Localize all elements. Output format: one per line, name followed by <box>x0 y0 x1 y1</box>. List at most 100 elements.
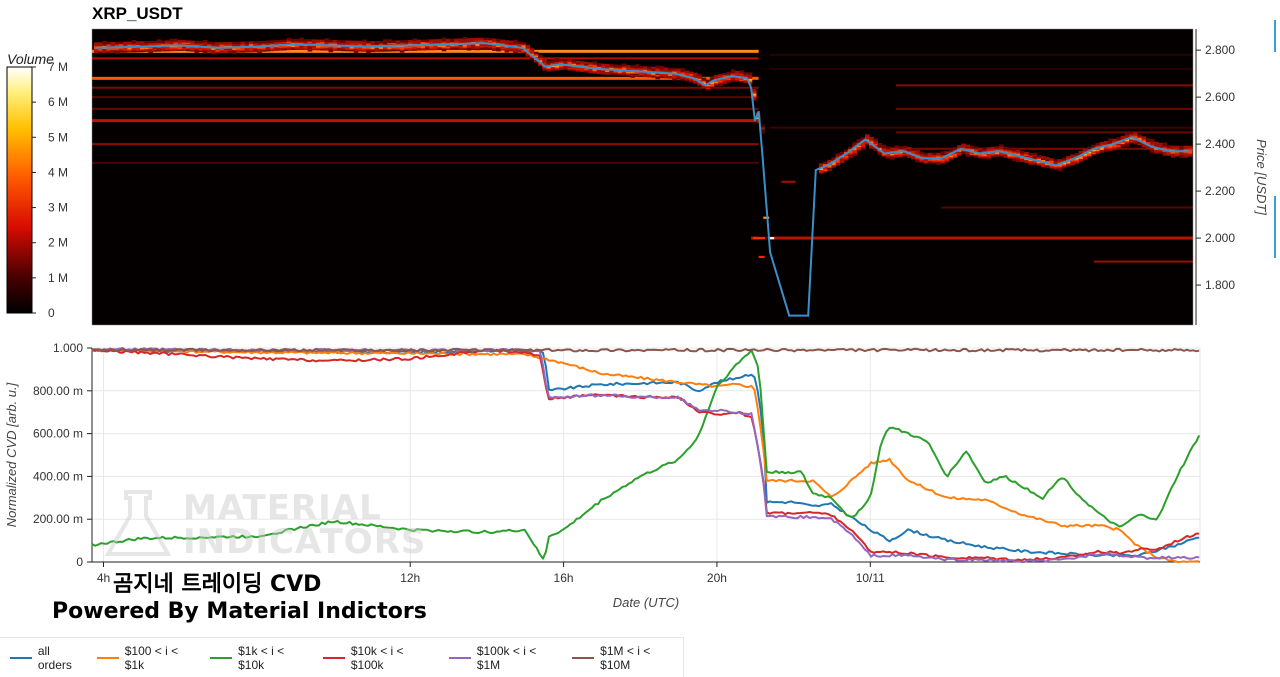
heatmap-cell <box>823 168 828 171</box>
heatmap-cell <box>508 40 514 44</box>
heatmap-cell <box>1145 146 1151 150</box>
heatmap-cell <box>265 49 271 52</box>
heatmap-cell <box>965 154 971 157</box>
heatmap-cell <box>621 64 627 68</box>
heatmap-cell <box>332 41 338 44</box>
heatmap-cell <box>1045 160 1050 163</box>
heatmap-cell <box>253 41 258 44</box>
heatmap-cell <box>596 68 602 72</box>
heatmap-cell <box>1124 134 1130 137</box>
heatmap-cell <box>722 72 728 76</box>
heatmap-cell <box>693 75 698 78</box>
heatmap-cell <box>852 149 858 152</box>
heatmap-cell <box>655 67 661 70</box>
legend-swatch <box>10 656 32 659</box>
legend-item[interactable]: $1M < i < $10M <box>572 644 683 672</box>
heatmap-cell <box>282 42 288 45</box>
heatmap-cell <box>349 41 355 45</box>
heatmap-cell <box>885 146 891 149</box>
legend-item[interactable]: $10k < i < $100k <box>323 644 439 672</box>
heatmap-cell <box>1011 158 1017 162</box>
heatmap-cell <box>965 146 971 149</box>
legend-item[interactable]: $1k < i < $10k <box>210 644 313 672</box>
cvd-x-tick-label: 20h <box>707 571 727 585</box>
heatmap-cell <box>705 85 711 88</box>
heatmap-cell <box>584 68 589 72</box>
heatmap-cell <box>261 46 267 49</box>
heatmap-cell <box>512 51 518 54</box>
heatmap-cell <box>1179 148 1184 151</box>
heatmap-cell <box>282 48 288 51</box>
heatmap-cell <box>739 74 744 77</box>
heatmap-cell <box>1154 150 1159 153</box>
heatmap-cell <box>512 39 518 43</box>
heatmap-cell <box>454 38 459 41</box>
heatmap-cell <box>739 78 744 82</box>
heatmap-cell <box>756 118 761 121</box>
heatmap-cell <box>739 73 744 76</box>
heatmap-cell <box>1133 136 1138 139</box>
heatmap-cell <box>395 46 401 49</box>
heatmap-cell <box>278 41 283 44</box>
heatmap-cell <box>722 78 728 81</box>
heatmap-cell <box>688 80 694 83</box>
legend-item[interactable]: all orders <box>10 644 87 672</box>
heatmap-cell <box>1166 153 1172 156</box>
heatmap-cell <box>98 42 103 45</box>
legend-item[interactable]: $100 < i < $1k <box>96 644 200 672</box>
heatmap-cell <box>525 53 531 56</box>
heatmap-cell <box>906 149 912 153</box>
heatmap-cell <box>1099 150 1105 153</box>
heatmap-cell <box>517 41 522 45</box>
heatmap-cell <box>1091 146 1096 149</box>
heatmap-cell <box>525 44 531 48</box>
heatmap-cell <box>194 40 200 44</box>
heatmap-cell <box>1036 156 1042 159</box>
legend-swatch <box>210 656 233 659</box>
heatmap-cell <box>869 139 874 143</box>
heatmap-cell <box>303 46 309 49</box>
heatmap-cell <box>311 45 317 48</box>
heatmap-cell <box>471 45 476 48</box>
heatmap-cell <box>1074 154 1080 157</box>
heatmap-cell <box>119 48 124 52</box>
heatmap-cell <box>1170 145 1176 149</box>
heatmap-cell <box>990 153 996 157</box>
legend-swatch <box>96 656 119 659</box>
heatmap-cell <box>483 44 489 48</box>
heatmap-cell <box>228 43 233 46</box>
heatmap-cell <box>257 42 262 45</box>
heatmap-cell <box>605 66 610 70</box>
heatmap-cell <box>1175 148 1180 151</box>
heatmap-cell <box>693 74 698 77</box>
heatmap-cell <box>634 67 640 70</box>
legend-item[interactable]: $100k < i < $1M <box>448 644 562 672</box>
heatmap-cell <box>726 73 732 76</box>
heatmap-cell <box>181 40 187 43</box>
heatmap-cell <box>915 152 920 156</box>
heatmap-cell <box>303 41 309 45</box>
heatmap-cell <box>663 68 669 72</box>
heatmap-cell <box>1053 167 1059 171</box>
colorbar-tick-label: 6 M <box>48 95 68 109</box>
heatmap-cell <box>341 45 346 49</box>
watermark-text: INDICATORS <box>183 522 427 562</box>
heatmap-cell <box>307 47 313 51</box>
heatmap-cell <box>1095 148 1101 152</box>
heatmap-cell <box>705 83 711 87</box>
heatmap-cell <box>144 49 149 52</box>
heatmap-cell <box>232 41 237 45</box>
heatmap-cell <box>743 72 749 75</box>
heatmap-cell <box>1049 161 1054 164</box>
heatmap-cell <box>378 43 384 47</box>
heatmap-cell <box>257 46 262 50</box>
heatmap-cell <box>173 43 179 46</box>
heatmap-cell <box>563 67 568 70</box>
heatmap-cell <box>496 41 501 45</box>
heatmap-cell <box>211 43 216 46</box>
heatmap-cell <box>831 164 837 167</box>
heatmap-cell <box>144 43 149 47</box>
heatmap-cell <box>957 146 962 149</box>
colorbar-tick-label: 1 M <box>48 271 68 285</box>
heatmap-cell <box>965 151 971 155</box>
